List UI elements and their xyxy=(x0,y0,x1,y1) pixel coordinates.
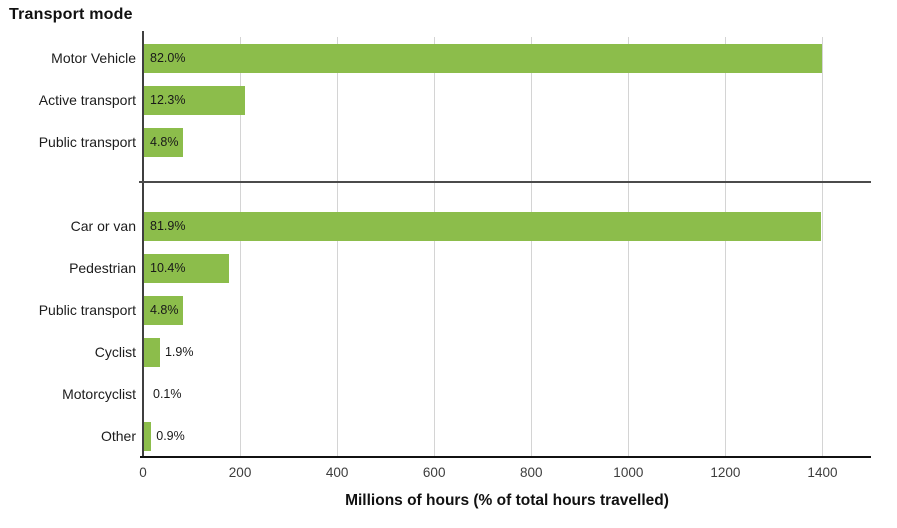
x-axis-ticks: 0 200 400 600 800 1000 1200 1400 xyxy=(139,465,871,485)
chart-title: Transport mode xyxy=(9,6,133,23)
plot-area: 82.0% 12.3% 4.8% 81.9% 10.4% 4.8% 1.9% 0.1% 0.9% xyxy=(143,37,871,457)
bar xyxy=(143,85,245,115)
x-tick-label: 1400 xyxy=(807,465,838,480)
bar xyxy=(143,43,823,73)
bar xyxy=(143,421,152,451)
bar-value-label: 81.9% xyxy=(150,218,186,233)
bar-value-label: 1.9% xyxy=(164,344,194,359)
bar xyxy=(143,295,184,325)
x-tick-label: 800 xyxy=(520,465,543,480)
category-label: Motor Vehicle xyxy=(51,50,136,66)
grid-line xyxy=(240,37,242,457)
bar-value-label: 12.3% xyxy=(150,92,186,107)
x-tick-label: 400 xyxy=(325,465,349,480)
grid-line xyxy=(531,37,533,457)
category-label: Other xyxy=(100,428,136,444)
x-axis-title: Millions of hours (% of total hours trav… xyxy=(345,492,669,509)
grid-line xyxy=(628,37,630,457)
category-label: Motorcyclist xyxy=(62,386,136,402)
bar-value-label: 4.8% xyxy=(150,134,179,149)
category-label-column: Motor Vehicle Active transport Public tran… xyxy=(0,37,136,457)
bar xyxy=(143,253,230,283)
bar-value-label: 10.4% xyxy=(150,260,186,275)
category-label: Cyclist xyxy=(94,344,136,360)
category-label: Public transport xyxy=(38,302,136,318)
bar xyxy=(143,211,822,241)
x-tick-label: 200 xyxy=(228,465,252,480)
x-tick-label: 600 xyxy=(422,465,446,480)
x-tick-label: 1200 xyxy=(710,465,741,480)
group-divider-line xyxy=(139,181,871,183)
grid-line xyxy=(725,37,727,457)
category-label: Active transport xyxy=(38,92,136,108)
bar-value-label: 0.9% xyxy=(156,428,185,443)
bar xyxy=(143,127,184,157)
x-tick-label: 1000 xyxy=(613,465,644,480)
bar-value-label: 0.1% xyxy=(153,386,182,401)
bar-value-label: 82.0% xyxy=(150,50,186,65)
bar-value-label: 4.8% xyxy=(150,302,179,317)
grid-line xyxy=(822,37,824,457)
bar xyxy=(143,379,144,409)
category-label: Pedestrian xyxy=(69,260,136,276)
bar xyxy=(143,337,160,367)
grid-line xyxy=(337,37,339,457)
y-axis-line xyxy=(142,31,144,457)
category-label: Public transport xyxy=(38,134,136,150)
x-axis-line xyxy=(140,455,871,458)
grid-line xyxy=(434,37,436,457)
category-label: Car or van xyxy=(70,218,136,234)
x-tick-label: 0 xyxy=(139,465,147,480)
